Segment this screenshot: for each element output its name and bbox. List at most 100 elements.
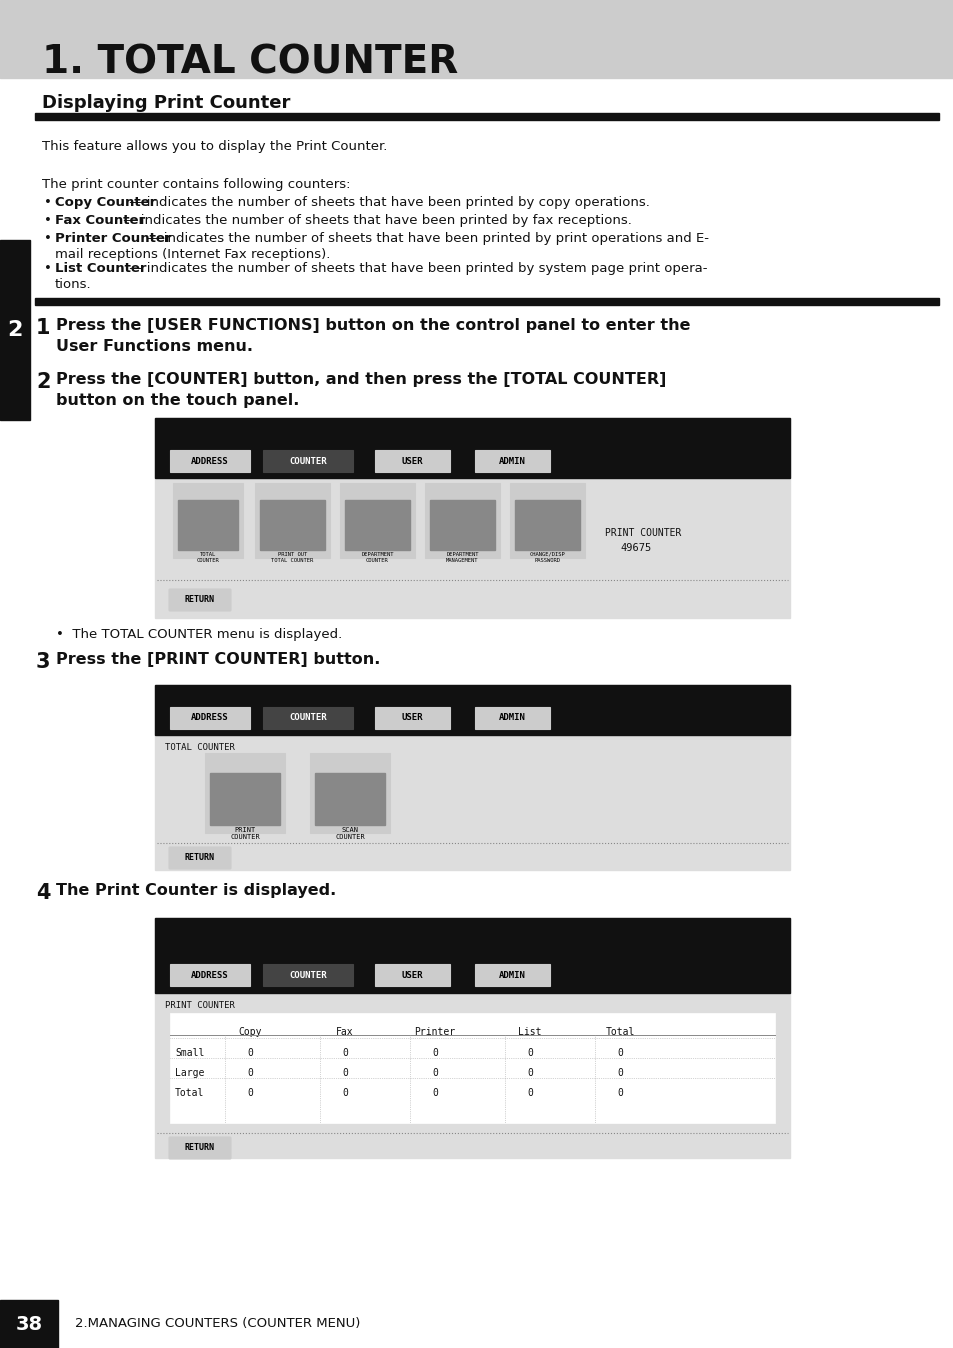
Text: The print counter contains following counters:: The print counter contains following cou… xyxy=(42,178,350,191)
Bar xyxy=(475,706,550,729)
FancyBboxPatch shape xyxy=(169,589,231,611)
Bar xyxy=(510,483,584,558)
Text: This feature allows you to display the Print Counter.: This feature allows you to display the P… xyxy=(42,140,387,154)
Text: •: • xyxy=(44,232,51,245)
Text: USER: USER xyxy=(401,713,423,723)
Text: Copy: Copy xyxy=(238,1027,261,1037)
Text: Displaying Print Counter: Displaying Print Counter xyxy=(42,94,290,112)
Text: PRINT
COUNTER: PRINT COUNTER xyxy=(230,828,259,840)
Text: Small: Small xyxy=(174,1047,204,1058)
Bar xyxy=(154,685,789,869)
Bar xyxy=(154,685,789,735)
Text: Fax Counter: Fax Counter xyxy=(55,214,145,226)
Text: 0: 0 xyxy=(432,1088,437,1099)
Text: 0: 0 xyxy=(526,1088,533,1099)
Text: COUNTER: COUNTER xyxy=(289,713,327,723)
Text: RETURN: RETURN xyxy=(185,853,214,863)
Text: ADMIN: ADMIN xyxy=(498,457,525,465)
Text: Total: Total xyxy=(174,1088,204,1099)
Text: TOTAL
COUNTER: TOTAL COUNTER xyxy=(196,551,219,563)
Bar xyxy=(375,706,450,729)
Text: 1. TOTAL COUNTER: 1. TOTAL COUNTER xyxy=(42,43,457,81)
Bar xyxy=(260,500,325,550)
Bar xyxy=(430,500,495,550)
Text: Printer: Printer xyxy=(414,1027,456,1037)
Bar xyxy=(339,483,415,558)
Bar xyxy=(35,298,938,305)
Text: Fax: Fax xyxy=(335,1027,354,1037)
Text: The Print Counter is displayed.: The Print Counter is displayed. xyxy=(56,883,335,898)
Text: 4: 4 xyxy=(36,883,51,903)
Text: ADDRESS: ADDRESS xyxy=(191,971,229,980)
FancyBboxPatch shape xyxy=(169,847,231,869)
Text: Press the [PRINT COUNTER] button.: Press the [PRINT COUNTER] button. xyxy=(56,652,380,667)
Text: •  The TOTAL COUNTER menu is displayed.: • The TOTAL COUNTER menu is displayed. xyxy=(56,628,342,642)
Text: mail receptions (Internet Fax receptions).: mail receptions (Internet Fax receptions… xyxy=(55,248,330,262)
Bar xyxy=(154,418,789,617)
Text: 0: 0 xyxy=(617,1068,622,1078)
Text: USER: USER xyxy=(401,457,423,465)
Text: Total: Total xyxy=(604,1027,634,1037)
Text: Press the [USER FUNCTIONS] button on the control panel to enter the
User Functio: Press the [USER FUNCTIONS] button on the… xyxy=(56,318,690,355)
Text: 2.MANAGING COUNTERS (COUNTER MENU): 2.MANAGING COUNTERS (COUNTER MENU) xyxy=(75,1317,360,1330)
Bar xyxy=(178,500,237,550)
Text: 2: 2 xyxy=(8,319,23,340)
Bar xyxy=(263,706,353,729)
Text: List: List xyxy=(517,1027,541,1037)
Text: ADMIN: ADMIN xyxy=(498,713,525,723)
Text: PRINT COUNTER: PRINT COUNTER xyxy=(165,1002,234,1010)
Bar xyxy=(314,772,385,825)
Text: — indicates the number of sheets that have been printed by copy operations.: — indicates the number of sheets that ha… xyxy=(125,195,649,209)
Bar xyxy=(375,964,450,985)
Bar xyxy=(170,1012,774,1123)
Bar xyxy=(0,1299,58,1348)
Text: 0: 0 xyxy=(342,1047,348,1058)
Bar xyxy=(424,483,499,558)
Bar xyxy=(154,918,789,993)
Text: 0: 0 xyxy=(247,1047,253,1058)
Text: 0: 0 xyxy=(526,1047,533,1058)
Text: DEPARTMENT
MANAGEMENT: DEPARTMENT MANAGEMENT xyxy=(446,551,478,563)
Bar xyxy=(172,483,243,558)
Text: Printer Counter: Printer Counter xyxy=(55,232,172,245)
Text: CHANGE/DISP
PASSWORD: CHANGE/DISP PASSWORD xyxy=(529,551,565,563)
Text: SCAN
COUNTER: SCAN COUNTER xyxy=(335,828,364,840)
Text: •: • xyxy=(44,262,51,275)
Text: 0: 0 xyxy=(342,1088,348,1099)
Text: Press the [COUNTER] button, and then press the [TOTAL COUNTER]
button on the tou: Press the [COUNTER] button, and then pre… xyxy=(56,372,666,408)
Text: 3: 3 xyxy=(36,652,51,673)
Bar xyxy=(170,964,250,985)
Text: 2: 2 xyxy=(36,372,51,392)
Bar xyxy=(35,113,938,120)
Text: List Counter: List Counter xyxy=(55,262,147,275)
Text: RETURN: RETURN xyxy=(185,1143,214,1153)
Text: tions.: tions. xyxy=(55,278,91,291)
FancyBboxPatch shape xyxy=(169,1136,231,1159)
Bar xyxy=(345,500,410,550)
Bar xyxy=(254,483,330,558)
Text: PRINT OUT
TOTAL COUNTER: PRINT OUT TOTAL COUNTER xyxy=(271,551,314,563)
Text: 0: 0 xyxy=(247,1068,253,1078)
Text: 38: 38 xyxy=(15,1314,43,1333)
Text: •: • xyxy=(44,195,51,209)
Text: 0: 0 xyxy=(617,1088,622,1099)
Text: RETURN: RETURN xyxy=(185,596,214,604)
Text: TOTAL COUNTER: TOTAL COUNTER xyxy=(165,743,234,752)
Text: COUNTER: COUNTER xyxy=(289,457,327,465)
Text: 0: 0 xyxy=(617,1047,622,1058)
Bar xyxy=(154,918,789,1158)
Bar xyxy=(475,450,550,472)
Text: COUNTER: COUNTER xyxy=(289,971,327,980)
Text: 0: 0 xyxy=(526,1068,533,1078)
Text: ADMIN: ADMIN xyxy=(498,971,525,980)
Text: 0: 0 xyxy=(432,1068,437,1078)
Text: 0: 0 xyxy=(342,1068,348,1078)
Text: PRINT COUNTER: PRINT COUNTER xyxy=(604,528,680,538)
Bar xyxy=(154,418,789,479)
Bar xyxy=(475,964,550,985)
Bar xyxy=(263,964,353,985)
Bar xyxy=(310,754,390,833)
Text: •: • xyxy=(44,214,51,226)
Text: USER: USER xyxy=(401,971,423,980)
Text: 0: 0 xyxy=(247,1088,253,1099)
